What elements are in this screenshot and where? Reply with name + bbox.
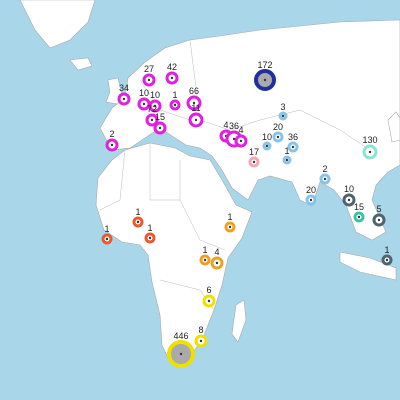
marker-label: 4 (238, 125, 243, 135)
marker-dot (309, 198, 313, 202)
marker-label: 66 (189, 86, 199, 96)
marker-label: 15 (354, 202, 364, 212)
marker-dot (239, 139, 243, 143)
greenland (19, 0, 96, 49)
marker-label: 20 (273, 122, 283, 132)
marker-dot (122, 97, 126, 101)
marker-label: 5 (376, 204, 381, 214)
marker-label: 172 (257, 60, 272, 70)
marker-dot (110, 143, 114, 147)
marker-dot (377, 218, 381, 222)
marker-dot (285, 158, 289, 162)
marker-label: 72 (147, 104, 157, 114)
marker-label: 130 (362, 135, 377, 145)
marker-label: 15 (155, 112, 165, 122)
marker-label: 10 (150, 90, 160, 100)
marker-label: 17 (249, 147, 259, 157)
marker-label: 10 (262, 132, 272, 142)
marker-label: 10 (344, 184, 354, 194)
marker-label: 1 (227, 212, 232, 222)
marker-dot (291, 145, 295, 149)
border (99, 149, 126, 211)
marker-dot (153, 104, 157, 108)
marker-dot (150, 118, 154, 122)
marker-label: 4 (223, 120, 228, 130)
marker-label: 2 (322, 164, 327, 174)
marker-label: 27 (144, 64, 154, 74)
marker-dot (105, 237, 109, 241)
marker-label: 1 (384, 245, 389, 255)
madagascar (231, 299, 247, 343)
marker-label: 8 (198, 325, 203, 335)
marker-dot (199, 339, 203, 343)
marker-label: 42 (167, 62, 177, 72)
marker-dot (265, 144, 269, 148)
marker-dot (215, 261, 219, 265)
border (149, 143, 181, 201)
marker-label: 36 (288, 132, 298, 142)
marker-label: 1 (172, 90, 177, 100)
marker-dot (194, 118, 198, 122)
marker-label: 3 (280, 102, 285, 112)
marker-dot (203, 258, 207, 262)
marker-label: 36 (229, 121, 239, 131)
africa (95, 142, 253, 363)
marker-dot (347, 198, 351, 202)
marker-dot (207, 299, 211, 303)
marker-label: 1 (202, 245, 207, 255)
iceland (69, 57, 93, 71)
marker-dot (323, 177, 327, 181)
marker-label: 1 (135, 207, 140, 217)
marker-dot (276, 135, 280, 139)
marker-dot (252, 160, 256, 164)
marker-dot (136, 220, 140, 224)
japan (387, 111, 400, 143)
marker-dot (192, 101, 196, 105)
marker-dot (281, 114, 285, 118)
marker-dot (232, 137, 236, 141)
marker-dot (142, 102, 146, 106)
marker-label: 1 (284, 146, 289, 156)
marker-label: 6 (206, 285, 211, 295)
marker-dot (263, 78, 267, 82)
indonesia (339, 251, 397, 281)
marker-label: 11 (191, 103, 200, 113)
marker-dot (357, 215, 361, 219)
marker-label: 4 (214, 247, 219, 257)
marker-label: 20 (306, 185, 316, 195)
marker-dot (147, 78, 151, 82)
marker-dot (170, 76, 174, 80)
marker-label: 34 (119, 83, 129, 93)
marker-dot (158, 126, 162, 130)
border (179, 199, 226, 251)
marker-dot (228, 225, 232, 229)
marker-dot (385, 258, 389, 262)
marker-dot (179, 352, 183, 356)
marker-label: 1 (147, 223, 152, 233)
marker-label: 2 (109, 129, 114, 139)
marker-dot (368, 150, 372, 154)
marker-label: 10 (139, 88, 149, 98)
marker-dot (173, 103, 177, 107)
marker-dot (148, 236, 152, 240)
marker-label: 1 (104, 224, 109, 234)
marker-label: 446 (173, 331, 188, 341)
